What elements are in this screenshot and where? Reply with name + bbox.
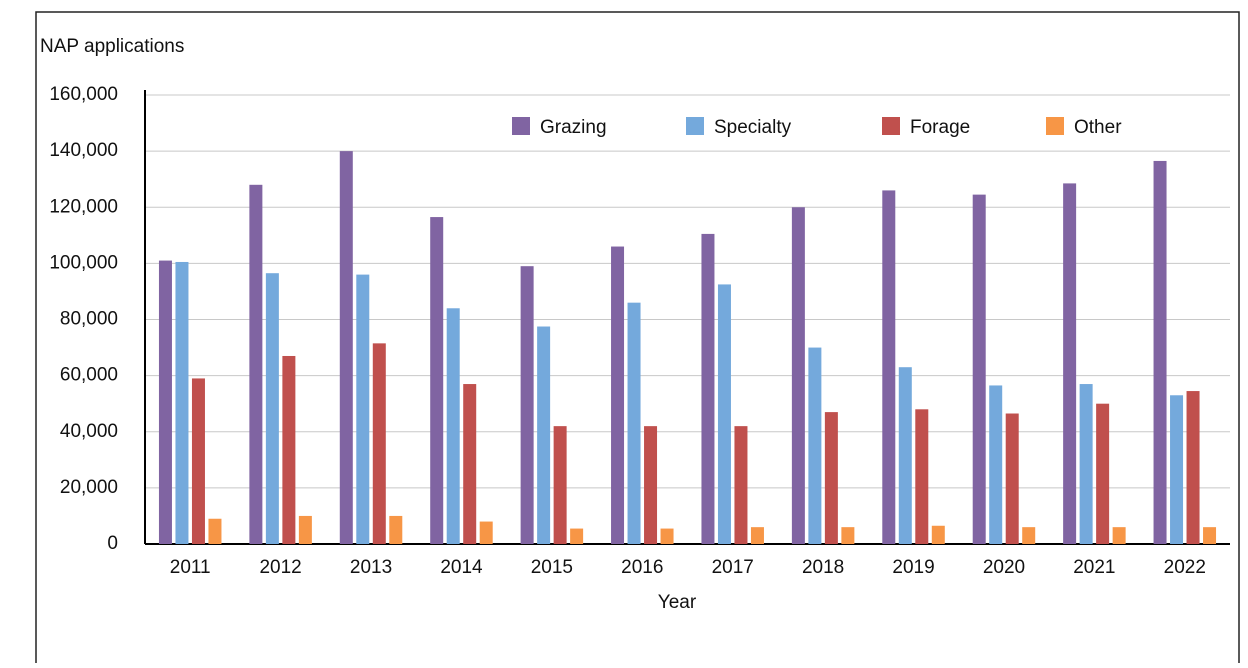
bar xyxy=(249,184,263,545)
y-tick-label: 20,000 xyxy=(60,477,118,498)
y-tick-label: 140,000 xyxy=(49,140,118,161)
bar xyxy=(717,284,731,544)
bar xyxy=(1022,527,1036,544)
bar xyxy=(882,190,896,544)
bar xyxy=(898,367,912,544)
bar xyxy=(644,426,658,544)
bar xyxy=(1005,413,1019,544)
legend-swatch xyxy=(686,117,704,135)
legend-label: Specialty xyxy=(714,117,792,138)
x-tick-label: 2020 xyxy=(983,557,1025,578)
legend-label: Grazing xyxy=(540,117,607,138)
x-tick-label: 2015 xyxy=(531,557,573,578)
y-tick-label: 160,000 xyxy=(49,84,118,105)
y-tick-label: 40,000 xyxy=(60,421,118,442)
bar xyxy=(372,343,386,544)
bar xyxy=(750,527,764,544)
x-tick-label: 2018 xyxy=(802,557,844,578)
x-tick-label: 2013 xyxy=(350,557,392,578)
bar xyxy=(463,384,477,544)
bar xyxy=(627,302,641,544)
bar xyxy=(191,378,205,544)
bar xyxy=(791,207,805,544)
bar xyxy=(446,308,460,544)
bar xyxy=(1079,384,1093,544)
y-tick-label: 100,000 xyxy=(49,252,118,273)
bar xyxy=(1096,403,1110,544)
bar xyxy=(1063,183,1077,544)
bar xyxy=(1112,527,1126,544)
bar xyxy=(356,274,370,544)
bar xyxy=(339,151,353,544)
bar xyxy=(1186,391,1200,544)
bar xyxy=(175,261,189,544)
legend-swatch xyxy=(882,117,900,135)
bar xyxy=(537,326,551,544)
bar xyxy=(989,385,1003,544)
legend-label: Forage xyxy=(910,117,970,138)
y-tick-label: 60,000 xyxy=(60,365,118,386)
y-tick-label: 80,000 xyxy=(60,309,118,330)
bar xyxy=(430,217,444,544)
y-tick-label: 120,000 xyxy=(49,196,118,217)
bar xyxy=(1170,395,1184,544)
bar xyxy=(1203,527,1217,544)
bar xyxy=(158,260,172,544)
legend-swatch xyxy=(1046,117,1064,135)
x-tick-label: 2014 xyxy=(440,557,483,578)
y-tick-label: 0 xyxy=(107,533,118,554)
bar xyxy=(553,426,567,544)
legend-swatch xyxy=(512,117,530,135)
bar xyxy=(824,412,838,544)
bar xyxy=(841,527,855,544)
x-tick-label: 2016 xyxy=(621,557,663,578)
bar xyxy=(520,266,534,544)
x-tick-label: 2012 xyxy=(259,557,301,578)
y-axis-label: NAP applications xyxy=(40,36,184,57)
x-tick-label: 2021 xyxy=(1073,557,1115,578)
bar xyxy=(931,525,945,544)
bar xyxy=(208,518,222,544)
bar xyxy=(479,521,493,544)
x-tick-label: 2019 xyxy=(892,557,934,578)
bar xyxy=(808,347,822,544)
bar xyxy=(282,355,296,544)
bar xyxy=(660,528,674,544)
chart-frame xyxy=(35,11,1240,668)
bar xyxy=(1153,160,1167,544)
bar xyxy=(570,528,584,544)
bar xyxy=(265,273,279,544)
bar xyxy=(972,194,986,544)
bar xyxy=(701,233,715,545)
x-tick-label: 2017 xyxy=(712,557,754,578)
legend-label: Other xyxy=(1074,117,1122,138)
x-tick-label: 2011 xyxy=(170,557,211,578)
bar xyxy=(915,409,929,544)
bar xyxy=(389,515,403,544)
bar xyxy=(611,246,625,544)
x-tick-label: 2022 xyxy=(1164,557,1206,578)
x-axis-label: Year xyxy=(658,592,697,613)
bar xyxy=(298,515,312,544)
bar xyxy=(734,426,748,544)
